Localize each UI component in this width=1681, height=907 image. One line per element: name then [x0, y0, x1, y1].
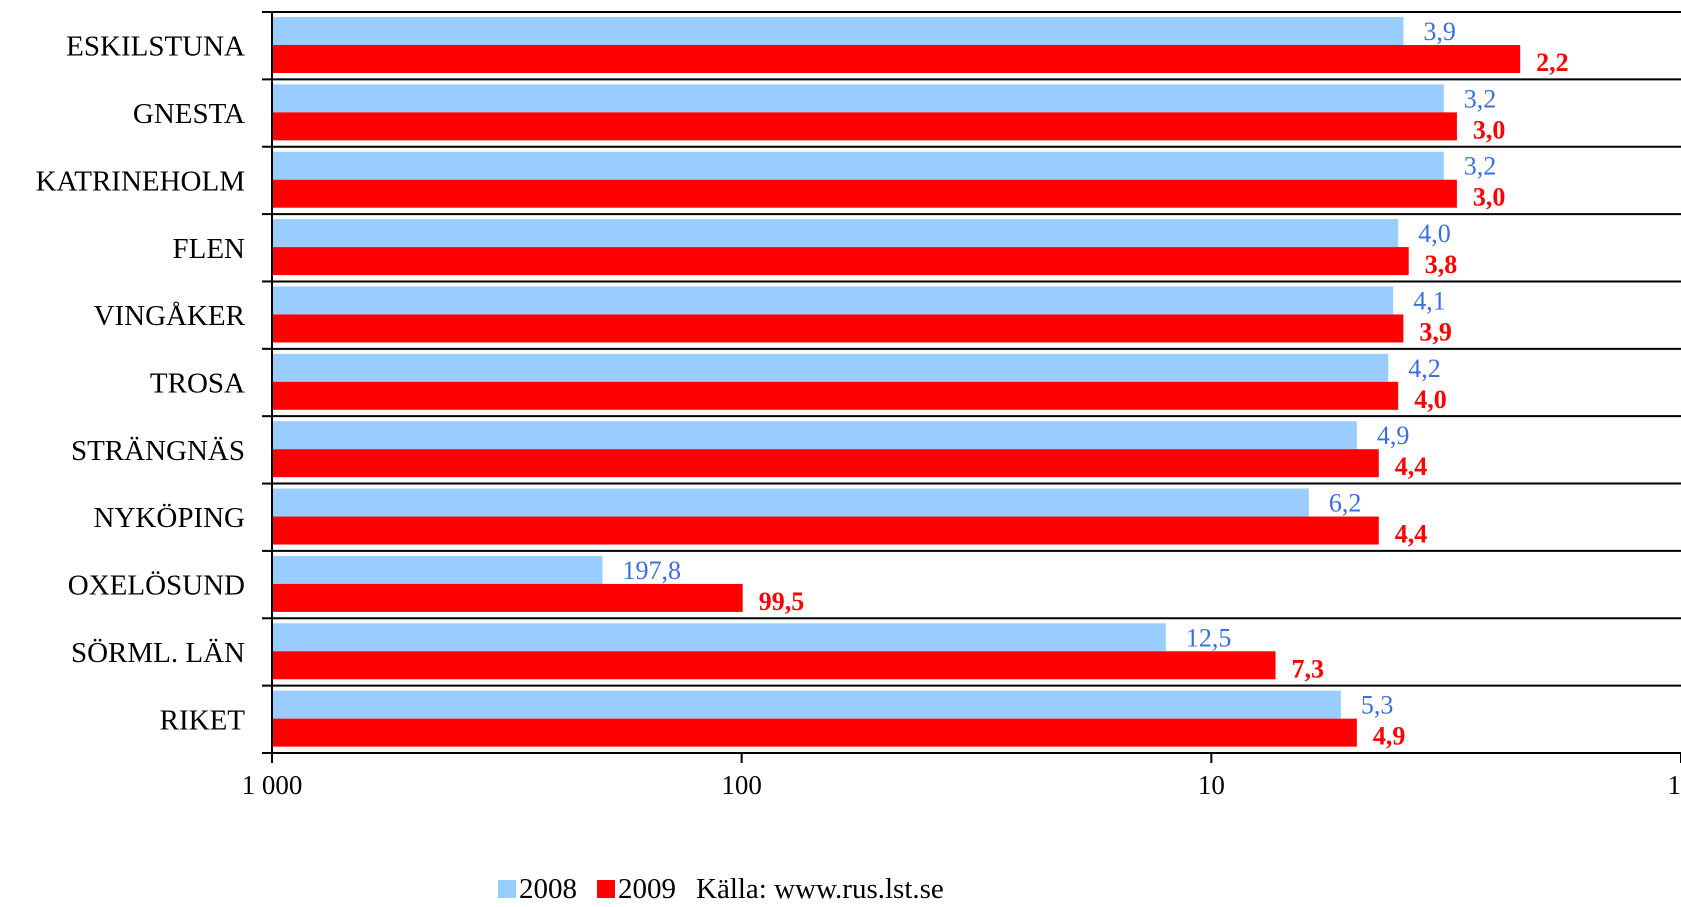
legend-swatch-2009: [597, 880, 615, 898]
data-label-2009: 4,4: [1395, 520, 1428, 549]
category-label: GNESTA: [133, 98, 245, 130]
bar-2009: [272, 381, 1399, 410]
data-label-2009: 99,5: [759, 587, 805, 616]
category-label: SÖRML. LÄN: [71, 637, 245, 669]
category-label: KATRINEHOLM: [36, 165, 245, 197]
bar-2009: [272, 45, 1521, 73]
category-labels: ESKILSTUNA GNESTA KATRINEHOLM FLEN VINGÅKER T…: [36, 31, 246, 737]
category-label: STRÄNGNÄS: [71, 435, 245, 467]
data-label-2009: 3,0: [1473, 183, 1506, 212]
legend-label-2009: 2009: [618, 872, 676, 905]
category-label: RIKET: [160, 704, 246, 736]
data-label-2008: 3,2: [1464, 152, 1497, 181]
data-labels: 3,92,23,23,03,23,04,03,84,13,94,24,04,94…: [623, 17, 1569, 751]
legend: 2008 2009 Källa: www.rus.lst.se: [498, 872, 944, 906]
data-label-2008: 4,1: [1413, 286, 1446, 315]
bar-2008: [272, 623, 1166, 652]
bar-2009: [272, 516, 1379, 545]
bar-2009: [272, 718, 1357, 747]
bar-2008: [272, 17, 1404, 45]
legend-swatch-2008: [498, 880, 516, 898]
legend-label-2008: 2008: [519, 872, 577, 905]
x-tick-label: 1: [1668, 770, 1681, 800]
data-label-2008: 4,2: [1408, 354, 1441, 383]
x-tick-label: 1 000: [242, 770, 303, 800]
bar-2008: [272, 690, 1341, 719]
bar-2008: [272, 84, 1444, 113]
bar-2008: [272, 555, 603, 584]
data-label-2008: 4,9: [1377, 421, 1410, 450]
bar-2009: [272, 179, 1457, 208]
data-label-2009: 3,9: [1419, 317, 1452, 346]
category-label: FLEN: [173, 233, 246, 265]
data-label-2009: 4,9: [1373, 722, 1406, 751]
bar-2009: [272, 247, 1409, 276]
bar-2008: [272, 353, 1389, 382]
bar-2009: [272, 583, 743, 612]
category-label: OXELÖSUND: [68, 570, 245, 602]
x-tick-label: 10: [1198, 770, 1225, 800]
category-label: NYKÖPING: [94, 502, 246, 534]
bar-2009: [272, 651, 1276, 680]
data-label-2009: 4,4: [1395, 452, 1428, 481]
bar-2008: [272, 488, 1309, 517]
bar-2008: [272, 219, 1399, 248]
bar-2009: [272, 112, 1457, 141]
bar-2008: [272, 151, 1444, 180]
data-label-2008: 6,2: [1329, 489, 1362, 518]
data-label-2009: 4,0: [1414, 385, 1447, 414]
data-label-2008: 4,0: [1418, 219, 1451, 248]
bar-2009: [272, 449, 1379, 478]
source-note: Källa: www.rus.lst.se: [696, 872, 944, 905]
data-label-2009: 2,2: [1536, 48, 1569, 77]
category-label: TROSA: [150, 368, 245, 400]
legend-item-2009: 2009: [597, 873, 676, 906]
data-label-2008: 3,2: [1464, 84, 1497, 113]
category-label: VINGÅKER: [94, 300, 246, 332]
legend-item-2008: 2008: [498, 873, 577, 906]
bars: [272, 17, 1521, 747]
category-label: ESKILSTUNA: [66, 31, 245, 63]
data-label-2009: 3,8: [1425, 250, 1458, 279]
grid-lines: [272, 11, 1681, 754]
data-label-2008: 5,3: [1361, 691, 1394, 720]
data-label-2008: 197,8: [623, 556, 682, 585]
bar-2009: [272, 314, 1404, 343]
data-label-2008: 12,5: [1186, 623, 1232, 652]
x-axis: 1 000 100 10 1: [242, 11, 1681, 800]
data-label-2009: 7,3: [1292, 654, 1325, 683]
data-label-2009: 3,0: [1473, 115, 1506, 144]
bar-2008: [272, 421, 1357, 450]
data-label-2008: 3,9: [1423, 17, 1456, 46]
x-tick-label: 100: [721, 770, 762, 800]
bar-2008: [272, 286, 1394, 315]
